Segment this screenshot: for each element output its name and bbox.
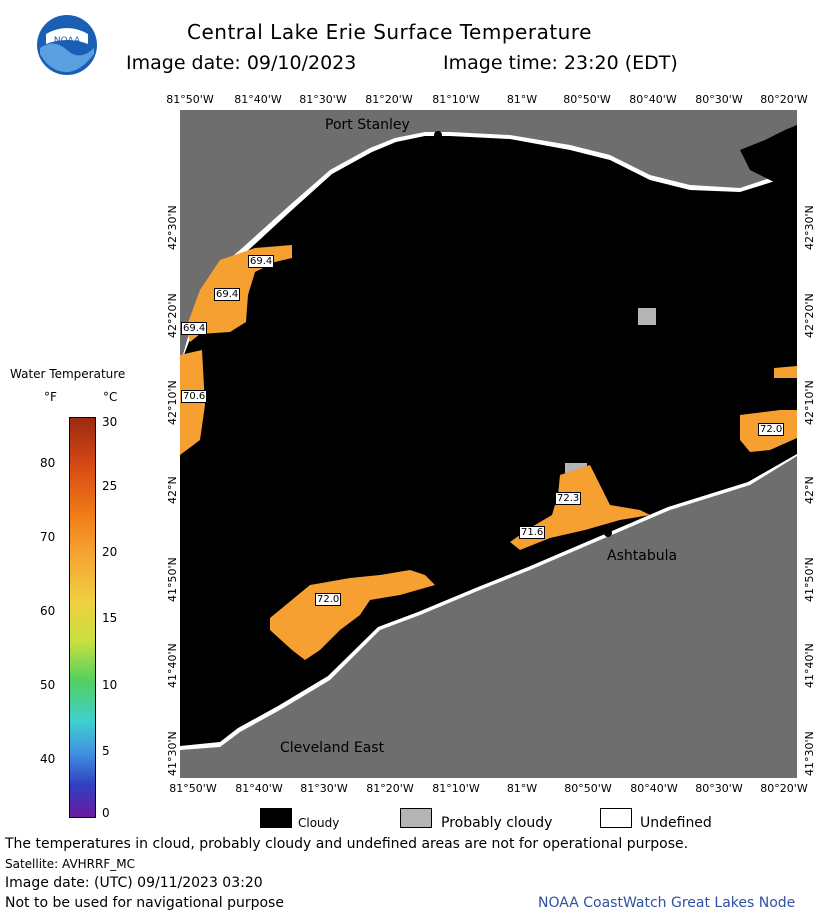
lon-label: 81°30'W (299, 93, 347, 106)
probably-cloudy-patch (638, 308, 656, 325)
lon-label: 81°20'W (365, 93, 413, 106)
legend-cloudy-label: Cloudy (298, 816, 340, 830)
lon-label: 81°20'W (366, 782, 414, 795)
temp-label: 72.3 (555, 492, 582, 505)
lon-label: 81°50'W (169, 782, 217, 795)
lat-label: 42°N (166, 476, 179, 504)
lon-label: 81°W (506, 782, 538, 795)
page-title: Central Lake Erie Surface Temperature (187, 20, 592, 44)
colorbar-c-tick: 15 (102, 611, 118, 625)
logo-text: NOAA (54, 36, 81, 46)
colorbar-f-tick: 50 (40, 678, 56, 692)
colorbar-unit-c: °C (103, 390, 118, 404)
cloud-patch (740, 125, 797, 185)
lat-label: 41°30'N (803, 731, 816, 776)
lat-label: 42°30'N (803, 205, 816, 250)
colorbar-c-tick: 30 (102, 415, 118, 429)
lon-label: 80°50'W (564, 782, 612, 795)
lat-label: 42°N (803, 476, 816, 504)
ashtabula-marker (604, 529, 612, 537)
lat-label: 41°40'N (166, 643, 179, 688)
lon-label: 80°20'W (760, 782, 808, 795)
lat-label: 41°50'N (166, 557, 179, 602)
footer-utc-date: Image date: (UTC) 09/11/2023 03:20 (5, 875, 263, 891)
lon-label: 80°20'W (760, 93, 808, 106)
lat-label: 41°30'N (166, 731, 179, 776)
temp-label: 69.4 (248, 255, 275, 268)
colorbar-unit-f: °F (44, 390, 57, 404)
colorbar-f-tick: 80 (40, 456, 56, 470)
lat-label: 42°20'N (803, 293, 816, 338)
lon-label: 81°10'W (432, 93, 480, 106)
place-cleveland-east: Cleveland East (280, 740, 385, 756)
place-ashtabula: Ashtabula (607, 548, 678, 564)
colorbar-f-tick: 70 (40, 530, 56, 544)
lon-label: 80°50'W (563, 93, 611, 106)
warm-water-patch (270, 570, 435, 660)
lon-label: 80°30'W (695, 93, 743, 106)
noaa-logo: NOAA (36, 14, 98, 76)
legend-probably-cloudy-label: Probably cloudy (441, 815, 553, 831)
lon-label: 81°W (506, 93, 538, 106)
colorbar-c-tick: 25 (102, 479, 118, 493)
temp-label: 70.6 (181, 390, 208, 403)
colorbar-gradient (69, 417, 96, 818)
footer-nav-warning: Not to be used for navigational purpose (5, 895, 284, 911)
lake-map (180, 110, 797, 778)
image-date: Image date: 09/10/2023 (126, 52, 357, 74)
temp-label: 69.4 (181, 322, 208, 335)
legend-probably-cloudy-swatch (400, 808, 432, 828)
lon-label: 81°50'W (166, 93, 214, 106)
footer-disclaimer: The temperatures in cloud, probably clou… (5, 836, 689, 852)
temp-label: 71.6 (519, 526, 546, 539)
lon-label: 81°10'W (432, 782, 480, 795)
colorbar-c-tick: 20 (102, 545, 118, 559)
colorbar-f-tick: 40 (40, 752, 56, 766)
colorbar-c-tick: 10 (102, 678, 118, 692)
colorbar-title: Water Temperature (10, 367, 126, 381)
lat-label: 42°10'N (166, 380, 179, 425)
probably-cloudy-patch (565, 463, 587, 473)
port-stanley-marker (434, 131, 442, 139)
temp-label: 72.0 (315, 593, 342, 606)
warm-water-patch (774, 366, 797, 378)
footer-credit: NOAA CoastWatch Great Lakes Node (538, 895, 796, 911)
lon-label: 80°40'W (630, 782, 678, 795)
legend-cloudy-swatch (260, 808, 292, 828)
place-port-stanley: Port Stanley (325, 117, 410, 133)
colorbar-c-tick: 0 (102, 806, 110, 820)
footer-satellite: Satellite: AVHRRF_MC (5, 857, 135, 871)
lon-label: 81°40'W (234, 93, 282, 106)
lat-label: 41°40'N (803, 643, 816, 688)
colorbar-c-tick: 5 (102, 744, 110, 758)
lat-label: 42°30'N (166, 205, 179, 250)
lat-label: 41°50'N (803, 557, 816, 602)
lon-label: 81°40'W (235, 782, 283, 795)
colorbar-f-tick: 60 (40, 604, 56, 618)
lat-label: 42°20'N (166, 293, 179, 338)
image-time: Image time: 23:20 (EDT) (443, 52, 678, 74)
temp-label: 72.0 (758, 423, 785, 436)
lat-label: 42°10'N (803, 380, 816, 425)
temp-label: 69.4 (214, 288, 241, 301)
legend-undefined-swatch (600, 808, 632, 828)
legend-undefined-label: Undefined (640, 815, 712, 831)
lon-label: 80°30'W (695, 782, 743, 795)
lon-label: 80°40'W (629, 93, 677, 106)
lon-label: 81°30'W (300, 782, 348, 795)
